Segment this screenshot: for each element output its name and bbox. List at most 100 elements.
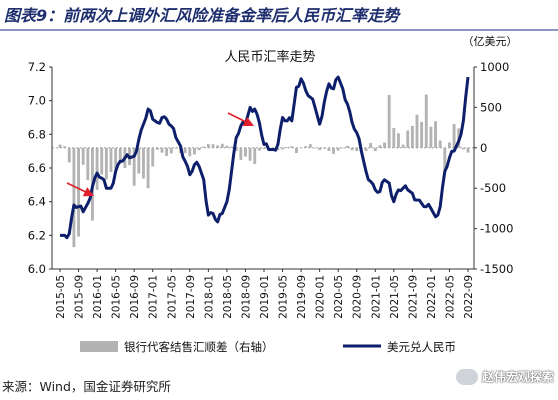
right-tick-label: 0: [480, 141, 487, 155]
left-tick-label: 6.2: [28, 228, 46, 242]
x-tick-label: 2019-01: [259, 275, 271, 319]
bar: [434, 121, 437, 148]
annotation-arrows: [66, 112, 254, 197]
bar: [81, 147, 85, 165]
bar: [239, 147, 243, 160]
bar: [461, 147, 465, 150]
bar: [355, 147, 359, 152]
bar: [197, 147, 201, 151]
bar: [257, 147, 261, 151]
bar: [206, 144, 210, 148]
source-note: 来源：Wind，国金证券研究所: [2, 379, 171, 394]
bar: [165, 147, 169, 156]
bar: [183, 147, 187, 154]
bar: [188, 147, 192, 157]
right-tick-label: 500: [480, 100, 502, 114]
bar: [466, 147, 470, 153]
right-tick-label: -1000: [480, 222, 513, 236]
figure-title: 图表9：前两次上调外汇风险准备金率后人民币汇率走势: [4, 6, 400, 25]
x-tick-label: 2017-09: [185, 275, 197, 319]
bar: [234, 147, 238, 152]
bar: [448, 142, 451, 148]
bar: [290, 146, 294, 148]
left-tick-label: 6.0: [28, 262, 46, 276]
title-divider: [0, 29, 558, 31]
x-tick-label: 2020-05: [333, 275, 345, 319]
bar: [72, 147, 76, 248]
legend-label-bar: 银行代客结售汇顺差（右轴）: [124, 340, 274, 354]
left-tick-label: 7.0: [28, 94, 46, 108]
x-tick-label: 2018-05: [222, 275, 234, 319]
x-tick-label: 2021-01: [370, 275, 382, 319]
bar: [318, 147, 322, 151]
left-axis-ticks: 7.2 7.0 6.8 6.6 6.4 6.2 6.0: [28, 60, 52, 276]
bar: [397, 133, 400, 148]
bar: [63, 146, 67, 148]
bar: [406, 130, 410, 148]
bar: [332, 147, 335, 154]
bar: [114, 147, 118, 170]
bar: [86, 147, 90, 181]
x-tick-label: 2021-05: [389, 275, 401, 319]
bar: [137, 147, 141, 174]
bar: [313, 147, 317, 149]
bar: [77, 147, 80, 237]
legend-swatch-bar: [80, 341, 118, 352]
bar: [401, 144, 405, 148]
bar: [100, 147, 104, 175]
bar: [350, 147, 354, 151]
x-tick-label: 2017-01: [148, 275, 160, 319]
bar: [262, 147, 266, 150]
bar: [443, 147, 447, 173]
left-tick-label: 6.6: [28, 161, 46, 175]
x-axis-ticks: 2015-05 2015-09 2016-01 2016-05 2016-09 2017-…: [55, 269, 475, 319]
x-tick-label: 2016-01: [92, 275, 104, 319]
bar: [378, 145, 382, 148]
bar: [452, 123, 456, 148]
bar: [109, 147, 113, 173]
left-tick-label: 7.2: [28, 60, 46, 74]
bar: [211, 144, 215, 148]
bar: [410, 125, 414, 148]
bar: [341, 147, 345, 149]
right-tick-label: -500: [480, 181, 506, 195]
bar: [118, 147, 122, 164]
x-tick-label: 2016-05: [111, 275, 123, 319]
right-axis-label: （亿美元）: [463, 35, 518, 48]
bar: [142, 147, 145, 179]
wechat-icon: [455, 368, 478, 385]
bar: [387, 94, 391, 148]
watermark-text: 赵伟宏观探索: [481, 370, 554, 384]
bar: [285, 146, 289, 148]
bar: [146, 147, 150, 189]
bar: [346, 145, 349, 148]
bar: [295, 147, 298, 154]
bar: [225, 145, 229, 148]
bar: [276, 147, 280, 151]
right-tick-label: 1000: [480, 60, 509, 74]
bar: [169, 147, 173, 154]
bar: [364, 147, 368, 152]
x-tick-label: 2015-09: [74, 275, 86, 319]
left-tick-label: 6.8: [28, 127, 46, 141]
legend-label-line: 美元兑人民币: [387, 340, 456, 354]
bar: [424, 94, 428, 148]
bar: [304, 146, 308, 148]
bar: [322, 147, 326, 149]
bar: [104, 147, 108, 180]
bar: [373, 147, 377, 152]
x-tick-label: 2020-01: [315, 275, 327, 319]
exchange-rate-chart: 人民币汇率走势 （亿美元） 7.2 7.0 6.8 6.6 6.4 6.2 6.0 1000…: [28, 35, 518, 354]
right-axis-ticks: 1000 500 0 -500 -1000 -1500: [474, 60, 513, 276]
bar: [383, 142, 386, 148]
bar: [230, 146, 233, 148]
bar: [193, 147, 196, 155]
x-tick-label: 2021-09: [407, 275, 419, 319]
x-tick-label: 2018-01: [203, 275, 215, 319]
bar: [220, 143, 224, 148]
bar: [308, 144, 312, 148]
arrow-head: [242, 117, 254, 126]
x-tick-label: 2022-01: [426, 275, 438, 319]
usdcny-line: [60, 75, 470, 240]
bar: [392, 128, 396, 148]
